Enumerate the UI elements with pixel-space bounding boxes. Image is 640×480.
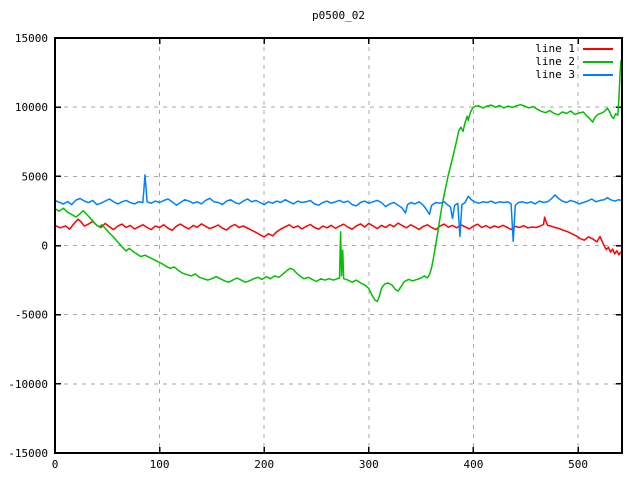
series-line-2	[55, 60, 622, 303]
y-tick-label: 10000	[15, 101, 48, 114]
legend-label-line-3: line 3	[535, 68, 575, 81]
series-line-3	[55, 174, 622, 243]
y-axis-tick-labels: -15000 -10000 -5000 0 5000 10000 15000	[8, 32, 48, 460]
legend-line-sample-blue	[583, 73, 613, 76]
y-tick-label: -15000	[8, 447, 48, 460]
y-tick-label: -5000	[15, 309, 48, 322]
x-tick-label: 0	[52, 458, 59, 471]
legend-item-line-1: line 1	[535, 42, 613, 55]
x-tick-label: 300	[359, 458, 379, 471]
legend-label-line-2: line 2	[535, 55, 575, 68]
legend-label-line-1: line 1	[535, 42, 575, 55]
plot-border	[54, 37, 623, 454]
legend: line 1 line 2 line 3	[535, 42, 613, 81]
x-tick-label: 200	[254, 458, 274, 471]
x-tick-label: 500	[568, 458, 588, 471]
y-tick-label: -10000	[8, 378, 48, 391]
y-tick-label: 15000	[15, 32, 48, 45]
chart-title: p0500_02	[312, 9, 365, 22]
legend-line-sample-green	[583, 60, 613, 63]
x-tick-label: 100	[150, 458, 170, 471]
legend-item-line-3: line 3	[535, 68, 613, 81]
legend-line-sample-red	[583, 47, 613, 50]
y-tick-label: 0	[41, 240, 48, 253]
grid-lines	[55, 38, 622, 453]
y-tick-label: 5000	[22, 170, 49, 183]
legend-item-line-2: line 2	[535, 55, 613, 68]
series-line-1	[55, 216, 622, 256]
x-tick-label: 400	[464, 458, 484, 471]
axis-ticks	[54, 37, 622, 454]
x-axis-tick-labels: 0 100 200 300 400 500	[52, 458, 588, 471]
